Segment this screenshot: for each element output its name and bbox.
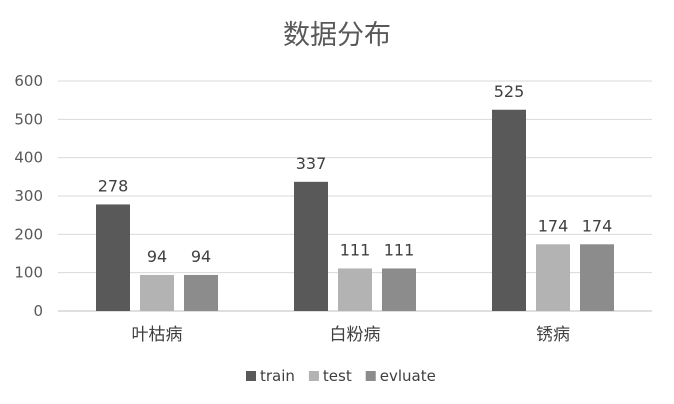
category-label: 锈病	[536, 325, 570, 345]
category-label: 白粉病	[330, 325, 381, 345]
bar-train	[294, 181, 328, 311]
legend: train test evluate	[246, 367, 436, 385]
bar-train	[492, 109, 526, 311]
legend-label-evluate: evluate	[380, 367, 436, 385]
bar-train	[96, 204, 130, 311]
data-labels: 278 94 94 337 111 111 525 174 174	[98, 82, 613, 266]
y-tick-label: 200	[14, 225, 43, 243]
y-tick-label: 100	[14, 264, 43, 282]
legend-label-train: train	[260, 367, 295, 385]
bar-evluate	[382, 268, 416, 311]
chart-title: 数据分布	[283, 20, 391, 51]
legend-swatch-train	[246, 371, 256, 381]
category-label: 叶枯病	[132, 325, 183, 345]
x-axis-categories: 叶枯病 白粉病 锈病	[132, 325, 571, 345]
bar-evluate	[580, 244, 614, 311]
legend-label-test: test	[323, 367, 352, 385]
bar-evluate	[184, 274, 218, 311]
legend-swatch-test	[308, 371, 319, 381]
bar-test	[338, 268, 372, 311]
legend-swatch-evluate	[365, 371, 376, 381]
data-label: 525	[494, 82, 525, 101]
y-tick-label: 600	[14, 72, 43, 90]
data-label: 111	[384, 240, 415, 259]
data-label: 94	[147, 247, 167, 266]
y-tick-label: 400	[14, 149, 43, 167]
data-label: 94	[191, 247, 211, 266]
y-tick-label: 300	[14, 187, 43, 205]
data-label: 174	[582, 216, 613, 235]
bar-test	[140, 274, 174, 311]
y-axis-ticks: 0 100 200 300 400 500 600	[14, 72, 43, 320]
data-label: 111	[340, 240, 371, 259]
bar-test	[536, 244, 570, 311]
y-tick-label: 0	[33, 302, 43, 320]
data-label: 278	[98, 176, 129, 195]
data-label: 174	[538, 216, 569, 235]
gridlines	[58, 80, 652, 312]
data-label: 337	[296, 154, 327, 173]
bars	[96, 109, 614, 311]
y-tick-label: 500	[14, 110, 43, 128]
